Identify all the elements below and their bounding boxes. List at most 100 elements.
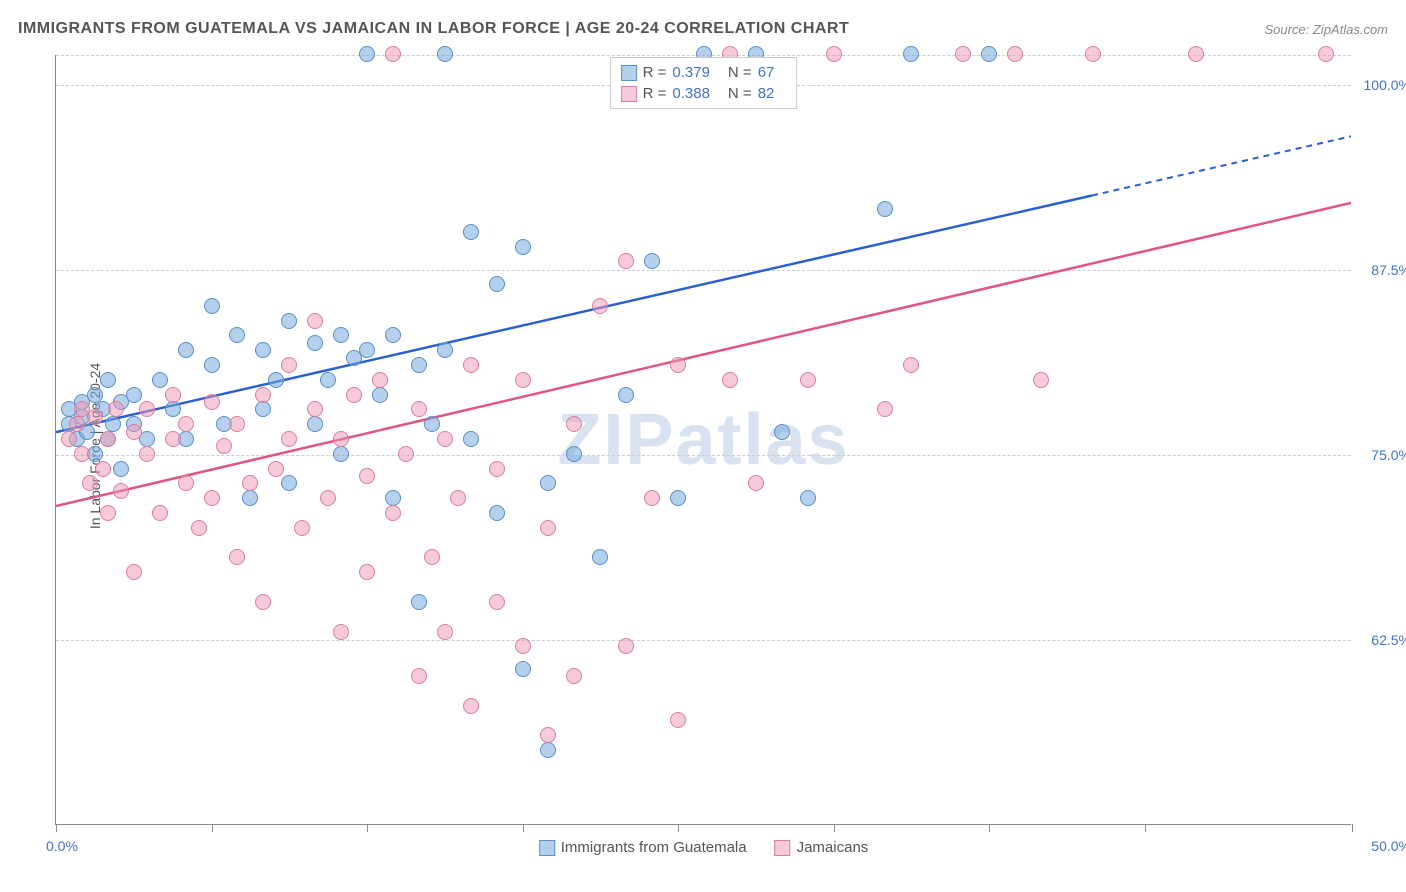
legend-label: Immigrants from Guatemala — [561, 839, 747, 856]
data-point — [1188, 46, 1204, 62]
data-point — [372, 372, 388, 388]
data-point — [1085, 46, 1101, 62]
stat-r-label: R = — [643, 64, 667, 81]
data-point — [463, 431, 479, 447]
data-point — [1033, 372, 1049, 388]
data-point — [281, 357, 297, 373]
data-point — [515, 638, 531, 654]
y-tick-label: 75.0% — [1371, 447, 1406, 463]
data-point — [1318, 46, 1334, 62]
data-point — [489, 505, 505, 521]
data-point — [800, 490, 816, 506]
stat-n-label: N = — [728, 64, 752, 81]
data-point — [566, 668, 582, 684]
data-point — [255, 401, 271, 417]
data-point — [333, 431, 349, 447]
data-point — [372, 387, 388, 403]
data-point — [281, 475, 297, 491]
data-point — [126, 424, 142, 440]
data-point — [670, 490, 686, 506]
stat-n-label: N = — [728, 85, 752, 102]
data-point — [139, 446, 155, 462]
data-point — [100, 431, 116, 447]
data-point — [229, 416, 245, 432]
data-point — [540, 727, 556, 743]
stat-r-value: 0.388 — [672, 85, 710, 102]
y-tick-label: 100.0% — [1364, 77, 1406, 93]
data-point — [748, 475, 764, 491]
data-point — [139, 401, 155, 417]
data-point — [178, 416, 194, 432]
legend-swatch-icon — [539, 840, 555, 856]
data-point — [450, 490, 466, 506]
data-point — [385, 46, 401, 62]
data-point — [255, 594, 271, 610]
data-point — [95, 461, 111, 477]
data-point — [515, 372, 531, 388]
data-point — [333, 327, 349, 343]
data-point — [268, 372, 284, 388]
data-point — [800, 372, 816, 388]
data-point — [113, 483, 129, 499]
data-point — [774, 424, 790, 440]
x-tick-label: 50.0% — [1371, 838, 1406, 854]
data-point — [333, 446, 349, 462]
data-point — [398, 446, 414, 462]
data-point — [566, 446, 582, 462]
data-point — [903, 46, 919, 62]
legend-stats-row: R = 0.388 N = 82 — [621, 83, 787, 104]
data-point — [294, 520, 310, 536]
data-point — [437, 431, 453, 447]
data-point — [307, 416, 323, 432]
data-point — [489, 594, 505, 610]
data-point — [385, 327, 401, 343]
data-point — [126, 564, 142, 580]
legend-label: Jamaicans — [797, 839, 869, 856]
data-point — [152, 505, 168, 521]
data-point — [204, 490, 220, 506]
data-point — [100, 505, 116, 521]
data-point — [955, 46, 971, 62]
data-point — [670, 357, 686, 373]
data-point — [165, 431, 181, 447]
data-point — [359, 564, 375, 580]
x-tick-label: 0.0% — [46, 838, 78, 854]
data-point — [540, 742, 556, 758]
data-point — [411, 357, 427, 373]
stat-n-value: 82 — [758, 85, 775, 102]
data-point — [320, 490, 336, 506]
data-point — [268, 461, 284, 477]
data-point — [385, 490, 401, 506]
data-point — [424, 416, 440, 432]
data-point — [229, 327, 245, 343]
data-point — [69, 416, 85, 432]
stat-r-value: 0.379 — [672, 64, 710, 81]
data-point — [191, 520, 207, 536]
data-point — [242, 490, 258, 506]
data-point — [1007, 46, 1023, 62]
data-point — [74, 446, 90, 462]
data-point — [722, 372, 738, 388]
data-point — [242, 475, 258, 491]
data-point — [320, 372, 336, 388]
legend-swatch-icon — [775, 840, 791, 856]
data-point — [618, 638, 634, 654]
data-point — [411, 401, 427, 417]
data-point — [281, 431, 297, 447]
data-point — [229, 549, 245, 565]
data-point — [903, 357, 919, 373]
stat-n-value: 67 — [758, 64, 775, 81]
data-point — [592, 549, 608, 565]
legend-item: Immigrants from Guatemala — [539, 839, 747, 856]
data-point — [592, 298, 608, 314]
data-point — [489, 276, 505, 292]
data-point — [126, 387, 142, 403]
data-point — [515, 661, 531, 677]
data-point — [670, 712, 686, 728]
data-point — [359, 342, 375, 358]
data-point — [359, 468, 375, 484]
scatter-points — [56, 55, 1351, 824]
data-point — [877, 401, 893, 417]
data-point — [100, 372, 116, 388]
data-point — [87, 387, 103, 403]
